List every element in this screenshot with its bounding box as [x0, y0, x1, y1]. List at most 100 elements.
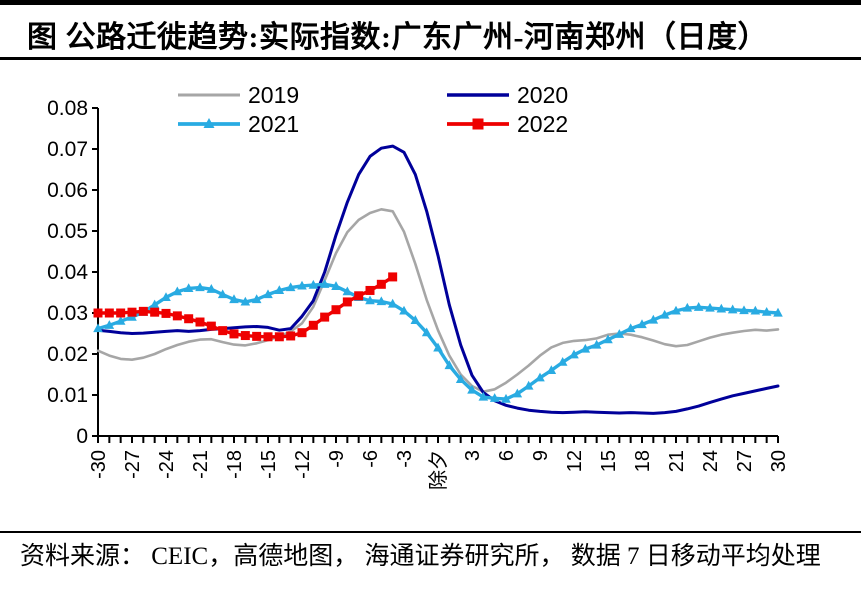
- svg-text:0.06: 0.06: [47, 179, 88, 202]
- square-marker: [388, 272, 398, 282]
- triangle-marker: [387, 298, 398, 308]
- svg-text:-24: -24: [156, 450, 178, 479]
- triangle-marker: [365, 295, 375, 305]
- triangle-marker: [399, 305, 409, 315]
- svg-text:27: 27: [734, 450, 756, 472]
- triangle-marker: [501, 393, 511, 403]
- triangle-marker: [535, 372, 545, 382]
- svg-text:-12: -12: [292, 450, 314, 479]
- triangle-marker: [104, 320, 115, 329]
- legend-label: 2019: [248, 82, 299, 108]
- triangle-marker: [761, 306, 772, 316]
- triangle-marker: [319, 279, 330, 288]
- svg-text:0.02: 0.02: [47, 343, 88, 366]
- triangle-marker: [546, 365, 557, 374]
- square-marker: [195, 317, 205, 327]
- triangle-marker: [444, 360, 455, 370]
- legend-label: 2021: [248, 111, 299, 137]
- triangle-marker: [229, 294, 239, 304]
- triangle-marker: [251, 294, 262, 304]
- svg-text:15: 15: [598, 450, 620, 472]
- triangle-marker: [648, 314, 659, 324]
- square-marker: [184, 314, 194, 324]
- svg-text:0.01: 0.01: [47, 384, 88, 407]
- svg-text:18: 18: [632, 450, 654, 472]
- chart-area: 0 0.01 0.02 0.03 0.04 0.05 0.06 0.07 0.08 -30 -27-…: [0, 65, 861, 531]
- square-marker: [127, 307, 137, 317]
- triangle-marker: [285, 282, 296, 292]
- square-marker: [297, 328, 307, 338]
- svg-text:0: 0: [76, 425, 88, 448]
- triangle-marker: [217, 289, 228, 299]
- square-marker: [150, 307, 160, 317]
- triangle-marker: [115, 316, 126, 325]
- legend-item-2022: 2022: [447, 111, 568, 137]
- square-marker: [252, 331, 262, 341]
- figure-title: 图 公路迁徙趋势:实际指数:广东广州-河南郑州（日度）: [27, 21, 768, 54]
- square-marker: [342, 297, 352, 307]
- square-marker: [240, 331, 250, 341]
- svg-text:24: 24: [700, 450, 722, 472]
- square-marker: [365, 285, 375, 295]
- triangle-marker: [342, 286, 353, 296]
- triangle-marker: [433, 342, 443, 352]
- svg-text:-21: -21: [190, 450, 212, 479]
- triangle-marker: [149, 299, 160, 309]
- svg-text:-15: -15: [258, 450, 280, 479]
- triangle-marker: [716, 303, 727, 313]
- triangle-marker: [512, 388, 523, 398]
- source-divider-rule: [0, 531, 861, 533]
- legend: 2019 2020 2021 2022: [178, 82, 568, 137]
- svg-text:-9: -9: [326, 450, 348, 468]
- triangle-marker: [750, 305, 761, 315]
- square-marker: [274, 332, 284, 342]
- migration-trend-chart: 00.010.020.030.040.050.060.070.08-30 -27-…: [47, 82, 790, 490]
- svg-text:0.08: 0.08: [47, 97, 88, 120]
- triangle-marker: [614, 329, 625, 338]
- triangle-marker: [580, 343, 591, 353]
- triangle-marker: [331, 281, 341, 290]
- triangle-marker: [693, 302, 704, 311]
- triangle-marker: [421, 327, 432, 337]
- svg-text:0.07: 0.07: [47, 138, 88, 161]
- square-marker: [206, 321, 216, 331]
- square-marker: [263, 332, 273, 342]
- x-axis-labels: -30 -27 -24 -21 -18 -15 -12 -9 -6 -3 除夕 3 6 9 12 15 18 21…: [88, 450, 790, 490]
- svg-text:-3: -3: [394, 450, 416, 468]
- legend-square-marker: [472, 118, 484, 130]
- svg-text:21: 21: [666, 450, 688, 472]
- square-marker: [320, 312, 330, 322]
- square-marker: [331, 305, 341, 315]
- triangle-marker: [93, 323, 103, 333]
- triangle-marker: [161, 292, 171, 302]
- axes: [92, 107, 779, 443]
- triangle-marker: [183, 283, 194, 292]
- triangle-marker: [478, 391, 489, 401]
- triangle-marker: [773, 307, 783, 317]
- triangle-marker: [591, 339, 602, 349]
- series-2019: [96, 208, 780, 394]
- square-marker: [376, 279, 386, 289]
- legend-triangle-marker: [203, 118, 215, 128]
- triangle-marker: [455, 374, 466, 384]
- triangle-marker: [206, 284, 217, 293]
- svg-text:3: 3: [462, 450, 484, 461]
- legend-item-2021: 2021: [178, 111, 299, 137]
- legend-label: 2022: [517, 111, 568, 137]
- series-2022: [93, 272, 398, 342]
- svg-text:6: 6: [496, 450, 518, 461]
- series-2020: [96, 144, 780, 415]
- square-marker: [218, 326, 228, 336]
- triangle-marker: [263, 289, 273, 299]
- square-marker: [308, 320, 318, 330]
- legend-label: 2020: [517, 82, 568, 108]
- series-2021: [93, 279, 783, 403]
- svg-text:-18: -18: [224, 450, 246, 479]
- square-marker: [104, 308, 114, 318]
- triangle-marker: [625, 323, 636, 333]
- triangle-marker: [523, 380, 534, 390]
- square-marker: [229, 329, 239, 339]
- square-marker: [116, 308, 126, 318]
- triangle-marker: [308, 279, 319, 289]
- svg-text:除夕: 除夕: [427, 450, 450, 490]
